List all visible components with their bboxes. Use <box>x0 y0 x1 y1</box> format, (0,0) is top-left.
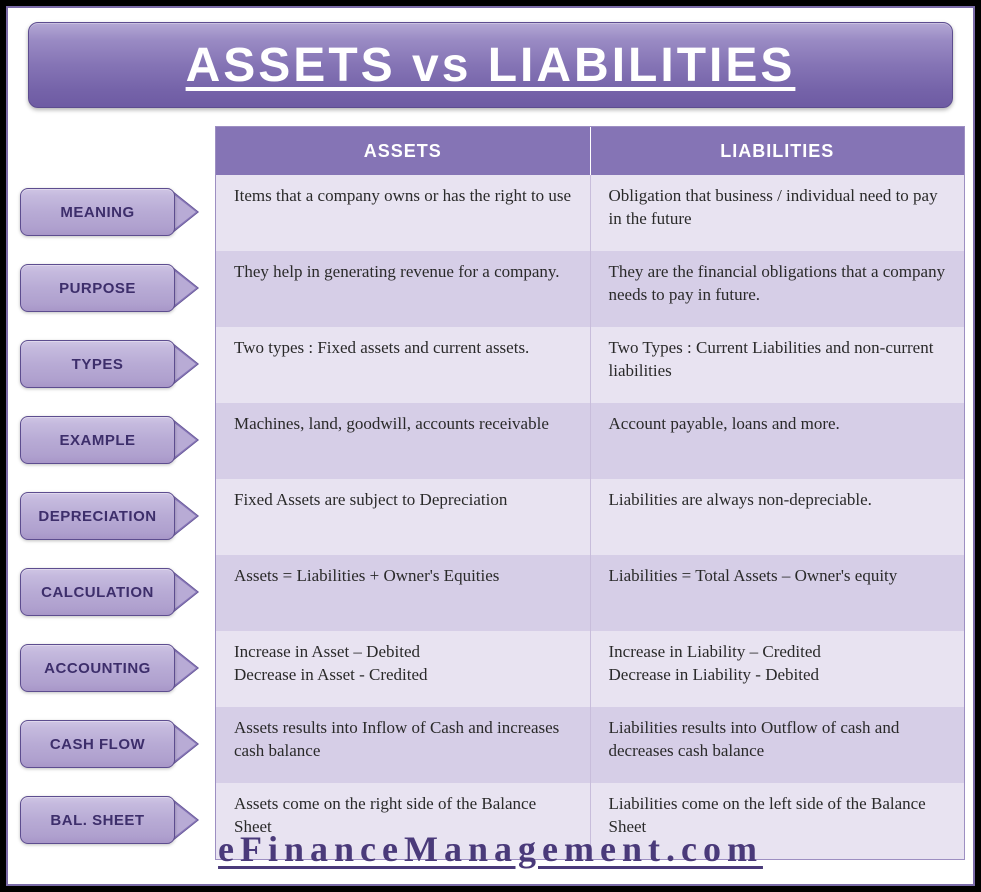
cell-assets: They help in generating revenue for a co… <box>216 251 591 327</box>
row-label-depreciation: DEPRECIATION <box>20 478 215 554</box>
table-row: Two types : Fixed assets and current ass… <box>216 327 964 403</box>
cell-liabilities: Increase in Liability – Credited Decreas… <box>591 631 965 707</box>
row-label-types: TYPES <box>20 326 215 402</box>
row-label-text: DEPRECIATION <box>20 492 175 540</box>
table-row: Fixed Assets are subject to Depreciation… <box>216 479 964 555</box>
main-title: ASSETS vs LIABILITIES <box>186 38 796 93</box>
cell-liabilities: Liabilities results into Outflow of cash… <box>591 707 965 783</box>
row-label-text: CALCULATION <box>20 568 175 616</box>
header-assets: ASSETS <box>216 127 591 175</box>
table-row: Increase in Asset – Debited Decrease in … <box>216 631 964 707</box>
row-labels-column: MEANING PURPOSE TYPES EXAMPLE DEPRECIATI… <box>20 126 215 860</box>
row-label-text: TYPES <box>20 340 175 388</box>
cell-assets: Assets = Liabilities + Owner's Equities <box>216 555 591 631</box>
table-row: They help in generating revenue for a co… <box>216 251 964 327</box>
row-label-example: EXAMPLE <box>20 402 215 478</box>
cell-liabilities: Liabilities are always non-depreciable. <box>591 479 965 555</box>
cell-liabilities: Obligation that business / individual ne… <box>591 175 965 251</box>
row-label-calculation: CALCULATION <box>20 554 215 630</box>
cell-assets: Two types : Fixed assets and current ass… <box>216 327 591 403</box>
row-label-text: EXAMPLE <box>20 416 175 464</box>
cell-liabilities: They are the financial obligations that … <box>591 251 965 327</box>
content-area: MEANING PURPOSE TYPES EXAMPLE DEPRECIATI… <box>20 126 965 860</box>
table-row: Assets results into Inflow of Cash and i… <box>216 707 964 783</box>
row-label-text: BAL. SHEET <box>20 796 175 844</box>
row-label-purpose: PURPOSE <box>20 250 215 326</box>
cell-liabilities: Account payable, loans and more. <box>591 403 965 479</box>
cell-assets: Increase in Asset – Debited Decrease in … <box>216 631 591 707</box>
cell-assets: Items that a company owns or has the rig… <box>216 175 591 251</box>
cell-liabilities: Two Types : Current Liabilities and non-… <box>591 327 965 403</box>
cell-liabilities: Liabilities = Total Assets – Owner's equ… <box>591 555 965 631</box>
table-row: Items that a company owns or has the rig… <box>216 175 964 251</box>
row-label-text: MEANING <box>20 188 175 236</box>
infographic-canvas: ASSETS vs LIABILITIES MEANING PURPOSE TY… <box>6 6 975 886</box>
table-row: Assets = Liabilities + Owner's Equities … <box>216 555 964 631</box>
cell-assets: Fixed Assets are subject to Depreciation <box>216 479 591 555</box>
row-label-text: PURPOSE <box>20 264 175 312</box>
comparison-table: ASSETS LIABILITIES Items that a company … <box>215 126 965 860</box>
cell-assets: Machines, land, goodwill, accounts recei… <box>216 403 591 479</box>
row-label-meaning: MEANING <box>20 174 215 250</box>
row-label-accounting: ACCOUNTING <box>20 630 215 706</box>
table-header-row: ASSETS LIABILITIES <box>216 127 964 175</box>
row-label-text: CASH FLOW <box>20 720 175 768</box>
table-row: Machines, land, goodwill, accounts recei… <box>216 403 964 479</box>
cell-assets: Assets results into Inflow of Cash and i… <box>216 707 591 783</box>
title-bar: ASSETS vs LIABILITIES <box>28 22 953 108</box>
header-liabilities: LIABILITIES <box>591 127 965 175</box>
row-label-text: ACCOUNTING <box>20 644 175 692</box>
row-label-cashflow: CASH FLOW <box>20 706 215 782</box>
